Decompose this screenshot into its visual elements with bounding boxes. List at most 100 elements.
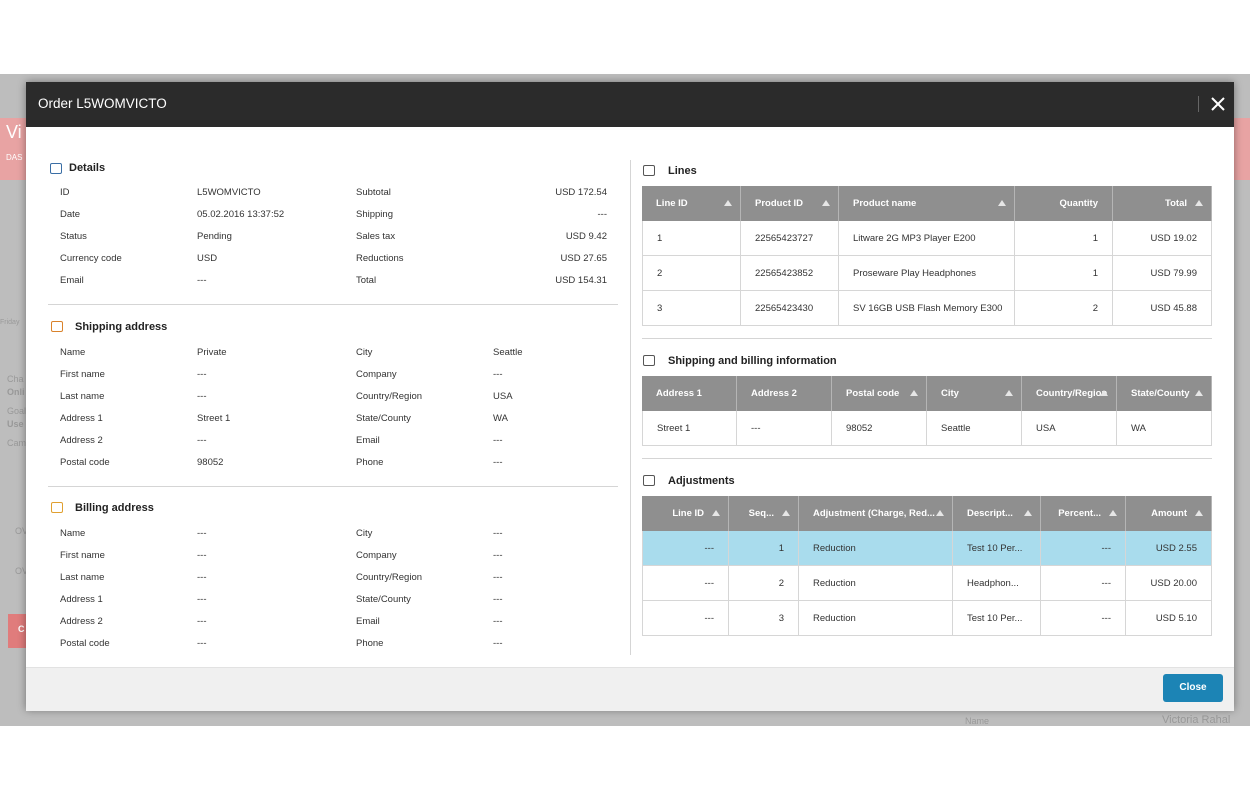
field-label: State/County	[356, 594, 411, 605]
bg-text: Onli	[7, 387, 25, 397]
section-title: Shipping and billing information	[668, 355, 837, 367]
column-header[interactable]: State/County	[1117, 376, 1212, 411]
separator	[642, 338, 1212, 339]
table-cell: USD 20.00	[1126, 566, 1212, 601]
column-header[interactable]: Percent...	[1041, 496, 1126, 531]
table-cell: 2	[1015, 291, 1113, 326]
sort-arrow	[1195, 390, 1203, 396]
field-value: USD 27.65	[560, 253, 607, 264]
column-header[interactable]: Line ID	[642, 186, 741, 221]
bg-block	[8, 614, 28, 648]
field-value: ---	[493, 369, 503, 380]
field-value: ---	[197, 616, 207, 627]
sort-arrow	[712, 510, 720, 516]
section-title: Shipping address	[75, 321, 168, 333]
table-cell: WA	[1117, 411, 1212, 446]
close-icon[interactable]	[1211, 97, 1225, 111]
section-icon	[51, 502, 63, 513]
dialog: Order L5WOMVICTO Close Details ID L5WOMVIC…	[26, 82, 1234, 711]
field-label: Address 2	[60, 435, 103, 446]
field-value: Pending	[197, 231, 232, 242]
field-label: Company	[356, 369, 397, 380]
field-label: Status	[60, 231, 87, 242]
bg-text: Friday	[0, 319, 20, 326]
field-label: Name	[60, 528, 86, 539]
column-header[interactable]: Adjustment (Charge, Red...	[799, 496, 953, 531]
table-cell: Test 10 Per...	[953, 601, 1041, 636]
field-label: Address 1	[60, 413, 103, 424]
field-label: Reductions	[356, 253, 404, 264]
field-value: ---	[197, 528, 207, 539]
bg-text: Cha	[7, 374, 24, 384]
separator	[642, 458, 1212, 459]
field-label: Subtotal	[356, 187, 391, 198]
section-title: Adjustments	[668, 475, 735, 487]
table-cell: 22565423727	[741, 221, 839, 256]
field-value: Private	[197, 347, 227, 358]
table-cell: Seattle	[927, 411, 1022, 446]
column-header[interactable]: Seq...	[729, 496, 799, 531]
field-label: Sales tax	[356, 231, 396, 242]
column-header[interactable]: Address 2	[737, 376, 832, 411]
sort-arrow	[822, 200, 830, 206]
sort-arrow	[724, 200, 732, 206]
column-header[interactable]: City	[927, 376, 1022, 411]
field-value: WA	[493, 413, 508, 424]
field-label: Total	[356, 275, 377, 286]
field-value: USA	[493, 391, 513, 402]
table-cell: ---	[642, 601, 729, 636]
bg-text: DAS	[6, 153, 23, 162]
field-label: Shipping	[356, 209, 393, 220]
sort-arrow	[782, 510, 790, 516]
section-title: Billing address	[75, 502, 154, 514]
close-button[interactable]: Close	[1163, 674, 1223, 702]
field-label: Name	[60, 347, 86, 358]
separator	[48, 486, 618, 487]
section-icon	[51, 321, 63, 332]
field-label: City	[356, 347, 373, 358]
field-value: ---	[597, 209, 608, 220]
section-title: Details	[69, 162, 106, 174]
table-cell: USD 45.88	[1113, 291, 1212, 326]
field-label: Country/Region	[356, 391, 423, 402]
table-cell: 2	[729, 566, 799, 601]
field-value: Street 1	[197, 413, 231, 424]
column-header[interactable]: Address 1	[642, 376, 737, 411]
column-header[interactable]: Country/Region	[1022, 376, 1117, 411]
column-header[interactable]: Total	[1113, 186, 1212, 221]
column-header[interactable]: Descript...	[953, 496, 1041, 531]
field-value: Seattle	[493, 347, 523, 358]
table-cell: ---	[1041, 601, 1126, 636]
section-icon	[643, 475, 655, 486]
column-header[interactable]: Line ID	[642, 496, 729, 531]
sort-arrow	[1100, 390, 1108, 396]
field-label: Last name	[60, 391, 105, 402]
field-value: USD 9.42	[565, 231, 607, 242]
bg-text: C	[18, 624, 25, 634]
table-cell: Proseware Play Headphones	[839, 256, 1015, 291]
column-header[interactable]: Product name	[839, 186, 1015, 221]
sort-arrow	[936, 510, 944, 516]
divider	[1198, 96, 1199, 112]
field-value: USD 172.54	[555, 187, 607, 198]
table-cell: 3	[729, 601, 799, 636]
column-header[interactable]: Amount	[1126, 496, 1212, 531]
table-cell: USD 19.02	[1113, 221, 1212, 256]
sort-arrow	[1109, 510, 1117, 516]
field-label: First name	[60, 550, 105, 561]
field-value: USD 154.31	[555, 275, 607, 286]
bg-text: Goal	[7, 406, 27, 416]
section-title: Lines	[668, 165, 697, 177]
field-value: ---	[493, 616, 503, 627]
field-value: ---	[493, 594, 503, 605]
table-cell: USD 5.10	[1126, 601, 1212, 636]
field-value: ---	[197, 638, 207, 649]
column-header[interactable]: Product ID	[741, 186, 839, 221]
column-divider	[630, 160, 631, 655]
table-cell: USD 79.99	[1113, 256, 1212, 291]
table-cell: 3	[642, 291, 741, 326]
column-header[interactable]: Quantity	[1015, 186, 1113, 221]
column-header[interactable]: Postal code	[832, 376, 927, 411]
field-label: Currency code	[60, 253, 122, 264]
